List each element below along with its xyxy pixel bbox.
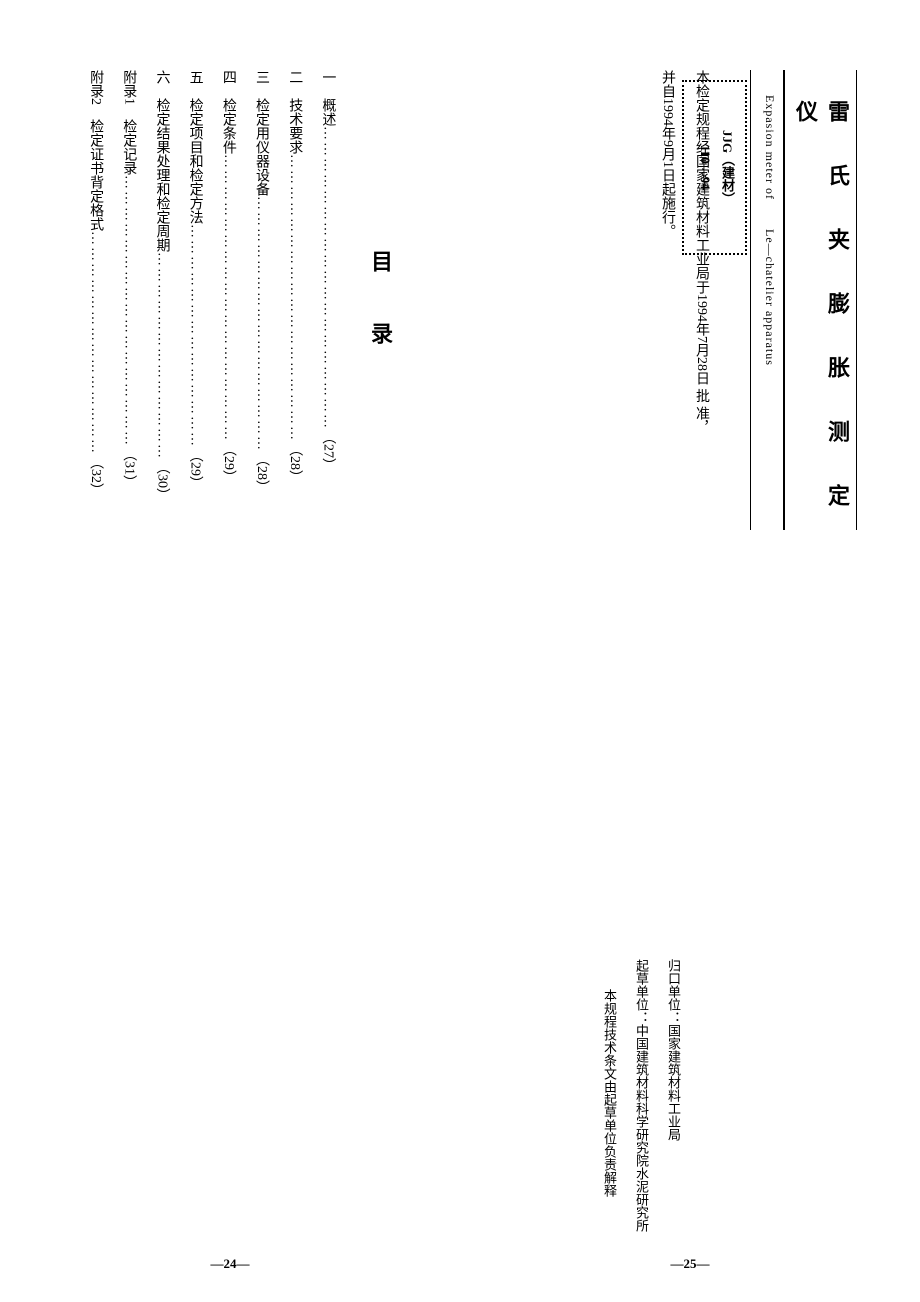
- toc-page: （27）: [320, 430, 335, 472]
- toc-title: 目 录: [360, 70, 400, 358]
- toc-page: （29）: [188, 448, 203, 490]
- divider: [783, 70, 785, 530]
- page-number: —24—: [211, 1256, 250, 1272]
- toc-dots: ……………………………………………: [121, 175, 136, 447]
- toc-dots: ………………………………………………: [221, 154, 236, 442]
- en-subtitle-1: Expasion meter of: [762, 70, 777, 200]
- toc-page: （28）: [287, 442, 302, 484]
- toc-label: 五 检定项目和检定方法: [188, 70, 203, 224]
- toc-item: 四 检定条件………………………………………………（29）: [216, 70, 241, 630]
- toc-dots: …………………………………………: [254, 196, 269, 452]
- org-line-3: 本规程技术条文由起草单位负责解释: [596, 959, 622, 1232]
- divider: [856, 70, 857, 530]
- toc-page: （29）: [221, 442, 236, 484]
- toc-page: （28）: [254, 452, 269, 494]
- toc-item: 六 检定结果处理和检定周期…………………………………（30）: [149, 70, 174, 630]
- toc-item: 附录2 检定证书背定格式……………………………………（32）: [83, 70, 108, 630]
- toc-item: 五 检定项目和检定方法……………………………………（29）: [182, 70, 207, 630]
- toc-content: 目 录 一 概述…………………………………………………（27） 二 技术要求………: [75, 70, 400, 630]
- toc-dots: …………………………………………………: [320, 126, 335, 430]
- toc-label: 一 概述: [320, 70, 335, 126]
- right-page: 雷 氏 夹 膨 胀 测 定 仪 Expasion meter of Le—cha…: [460, 0, 920, 1302]
- toc-item: 二 技术要求………………………………………………（28）: [282, 70, 307, 630]
- toc-label: 附录1 检定记录: [121, 70, 136, 175]
- org-line-2: 起草单位：中国建筑材料科学研究院水泥研究所: [628, 959, 654, 1232]
- left-page: 目 录 一 概述…………………………………………………（27） 二 技术要求………: [0, 0, 460, 1302]
- toc-item: 一 概述…………………………………………………（27）: [315, 70, 340, 630]
- toc-title-line: 目 录: [360, 70, 400, 630]
- approval-line-1: 本检定规程经国家建筑材料工业局于1994年7月28日 批 准，: [687, 70, 715, 630]
- toc-dots: …………………………………: [154, 252, 169, 460]
- org-line-1: 归口单位：国家建筑材料工业局: [660, 959, 686, 1232]
- toc-item: 附录1 检定记录……………………………………………（31）: [116, 70, 141, 630]
- toc-label: 附录2 检定证书背定格式: [88, 70, 103, 231]
- page-container: 目 录 一 概述…………………………………………………（27） 二 技术要求………: [0, 0, 920, 1302]
- toc-label: 三 检定用仪器设备: [254, 70, 269, 196]
- approval-text: 本检定规程经国家建筑材料工业局于1994年7月28日 批 准， 并自1994年9…: [647, 70, 715, 630]
- toc-item: 三 检定用仪器设备…………………………………………（28）: [249, 70, 274, 630]
- toc-dots: ………………………………………………: [287, 154, 302, 442]
- main-title: 雷 氏 夹 膨 胀 测 定 仪: [789, 70, 853, 540]
- toc-dots: ……………………………………: [88, 231, 103, 455]
- toc-page: （31）: [121, 447, 136, 489]
- approval-line-2: 并自1994年9月1日起施行。: [653, 70, 681, 630]
- toc-page: （30）: [154, 460, 169, 502]
- toc-label: 六 检定结果处理和检定周期: [154, 70, 169, 252]
- en-subtitle-2: Le—chatelier apparatus: [762, 204, 777, 366]
- page-number: —25—: [671, 1256, 710, 1272]
- divider: [750, 70, 751, 530]
- toc-dots: ……………………………………: [188, 224, 203, 448]
- toc-label: 二 技术要求: [287, 70, 302, 154]
- toc-label: 四 检定条件: [221, 70, 236, 154]
- toc-page: （32）: [88, 455, 103, 497]
- standard-code-1: JJG（建材）: [718, 94, 737, 241]
- org-info: 归口单位：国家建筑材料工业局 起草单位：中国建筑材料科学研究院水泥研究所 本规程…: [590, 959, 686, 1232]
